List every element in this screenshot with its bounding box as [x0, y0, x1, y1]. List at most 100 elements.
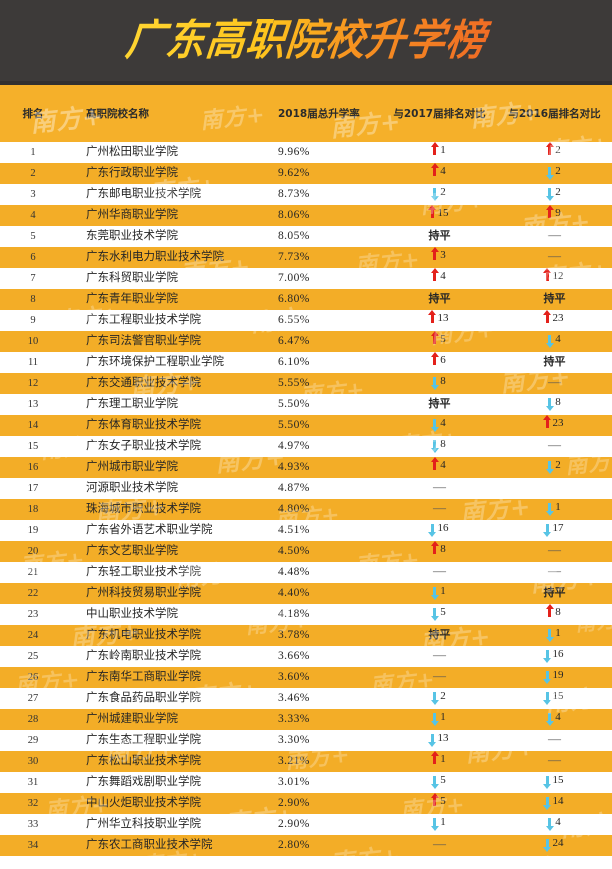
- table-row: 9 广东工程职业技术学院 6.55% 13 23: [0, 310, 612, 331]
- arrow-down-icon-2016: [543, 797, 551, 810]
- delta-value-2017: 3: [440, 249, 446, 261]
- cell-rank: 30: [27, 756, 39, 767]
- table-header: 排名 高职院校名称 2018届总升学率 与2017届排名对比 与2016届排名对…: [0, 85, 612, 142]
- cell-delta-2017: 4: [382, 268, 497, 289]
- delta-value-2017: 1: [440, 585, 446, 597]
- cell-delta-2016: 4: [497, 331, 612, 352]
- cell-delta-2017: —: [382, 835, 497, 856]
- arrow-down-icon-2016: [545, 818, 554, 831]
- cell-delta-2016: 8: [497, 394, 612, 415]
- cell-school-name: 广州松田职业学院: [86, 146, 178, 158]
- cell-rank: 31: [27, 777, 39, 788]
- table-row: 6 广东水利电力职业技术学院 7.73% 3 —: [0, 247, 612, 268]
- arrow-up-icon-2017: [430, 457, 439, 470]
- cell-delta-2016: —: [497, 436, 612, 457]
- cell-school-name: 广东理工职业学院: [86, 398, 178, 410]
- cell-delta-2016: —: [497, 373, 612, 394]
- table-row: 19 广东省外语艺术职业学院 4.51% 16 17: [0, 520, 612, 541]
- cell-delta-2017: 2: [382, 688, 497, 709]
- arrow-down-icon-2017: [430, 188, 439, 201]
- arrow-down-icon-2016: [543, 671, 551, 684]
- delta-dash-icon-2016: —: [548, 374, 561, 389]
- delta-value-2016: 1: [555, 627, 561, 639]
- cell-rank: 25: [27, 651, 39, 662]
- cell-delta-2017: 15: [382, 205, 497, 226]
- cell-school-name: 广东女子职业技术学院: [86, 440, 201, 452]
- cell-school-name: 广东文艺职业学院: [86, 545, 178, 557]
- cell-rank: 11: [27, 357, 39, 368]
- cell-delta-2016: 8: [497, 604, 612, 625]
- cell-delta-2016: 2: [497, 184, 612, 205]
- cell-delta-2017: 8: [382, 373, 497, 394]
- cell-rate: 6.10%: [278, 356, 310, 368]
- cell-delta-2016: —: [497, 751, 612, 772]
- cell-delta-2017: 13: [382, 310, 497, 331]
- cell-delta-2016: 2: [497, 163, 612, 184]
- delta-value-2017: 13: [437, 312, 449, 324]
- delta-dash-icon-2016: —: [548, 437, 561, 452]
- cell-rank: 34: [27, 840, 39, 851]
- arrow-down-icon-2016: [545, 713, 554, 726]
- cell-rate: 2.90%: [278, 797, 310, 809]
- delta-value-2016: 15: [552, 690, 564, 702]
- delta-value-2016: 8: [555, 606, 561, 618]
- cell-rank: 27: [27, 693, 39, 704]
- delta-value-2017: 8: [440, 375, 446, 387]
- delta-flat-label-2016: 持平: [543, 292, 566, 305]
- table-row: 27 广东食品药品职业学院 3.46% 2 15: [0, 688, 612, 709]
- table-row: 4 广州华商职业学院 8.06% 15 9: [0, 205, 612, 226]
- column-header-delta-2016: 与2016届排名对比: [508, 108, 601, 120]
- cell-school-name: 广东舞蹈戏剧职业学院: [86, 776, 201, 788]
- cell-delta-2017: —: [382, 478, 497, 499]
- arrow-down-icon-2016: [545, 503, 554, 516]
- cell-delta-2016: 1: [497, 625, 612, 646]
- arrow-down-icon-2017: [430, 587, 439, 600]
- cell-delta-2017: 8: [382, 436, 497, 457]
- arrow-down-icon-2017: [430, 776, 439, 789]
- table-row: 10 广东司法警官职业学院 6.47% 5 4: [0, 331, 612, 352]
- cell-rank: 1: [30, 147, 36, 158]
- cell-school-name: 广东邮电职业技术学院: [86, 188, 201, 200]
- cell-delta-2017: —: [382, 499, 497, 520]
- cell-rate: 4.97%: [278, 440, 310, 452]
- table-row: 28 广州城建职业学院 3.33% 1 4: [0, 709, 612, 730]
- cell-rank: 14: [27, 420, 39, 431]
- arrow-down-icon-2016: [545, 167, 554, 180]
- cell-rank: 15: [27, 441, 39, 452]
- cell-delta-2016: 24: [497, 835, 612, 856]
- delta-value-2016: 4: [555, 333, 561, 345]
- cell-rate: 5.50%: [278, 419, 310, 431]
- cell-delta-2016: 19: [497, 667, 612, 688]
- cell-delta-2016: 持平: [497, 583, 612, 604]
- cell-delta-2017: —: [382, 646, 497, 667]
- cell-rate: 2.80%: [278, 839, 310, 851]
- cell-delta-2017: 13: [382, 730, 497, 751]
- table-row: 32 中山火炬职业技术学院 2.90% 5 14: [0, 793, 612, 814]
- table-row: 14 广东体育职业技术学院 5.50% 4 23: [0, 415, 612, 436]
- arrow-down-icon-2017: [430, 377, 439, 390]
- arrow-up-icon-2017: [430, 331, 439, 344]
- arrow-down-icon-2016: [545, 629, 554, 642]
- cell-delta-2017: 5: [382, 604, 497, 625]
- cell-school-name: 广东司法警官职业学院: [86, 335, 201, 347]
- arrow-down-icon-2016: [543, 839, 551, 852]
- delta-dash-icon-2017: —: [433, 479, 446, 494]
- table-row: 7 广东科贸职业学院 7.00% 4 12: [0, 268, 612, 289]
- cell-delta-2016: 2: [497, 457, 612, 478]
- cell-rate: 8.73%: [278, 188, 310, 200]
- arrow-down-icon-2017: [430, 818, 439, 831]
- cell-delta-2017: —: [382, 667, 497, 688]
- cell-rank: 26: [27, 672, 39, 683]
- cell-delta-2016: 23: [497, 310, 612, 331]
- delta-value-2016: 8: [555, 396, 561, 408]
- delta-value-2017: 5: [440, 774, 446, 786]
- table-row: 33 广州华立科技职业学院 2.90% 1 4: [0, 814, 612, 835]
- arrow-up-icon-2017: [430, 163, 439, 176]
- cell-school-name: 广东机电职业技术学院: [86, 629, 201, 641]
- arrow-down-icon-2016: [545, 461, 554, 474]
- cell-delta-2016: —: [497, 247, 612, 268]
- cell-rank: 7: [30, 273, 36, 284]
- table-row: 2 广东行政职业学院 9.62% 4 2: [0, 163, 612, 184]
- delta-dash-icon-2017: —: [433, 668, 446, 683]
- delta-dash-icon-2016: —: [548, 752, 561, 767]
